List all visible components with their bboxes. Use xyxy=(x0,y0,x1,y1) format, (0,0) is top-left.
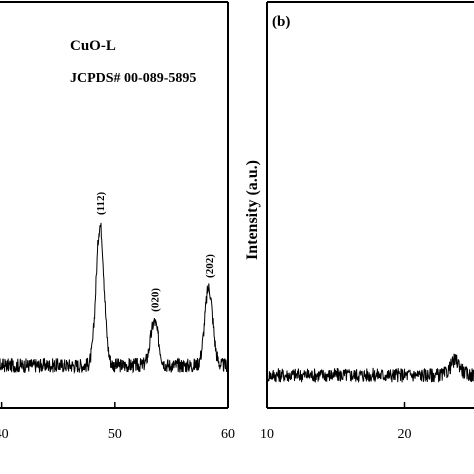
panel-b-ylabel: Intensity (a.u.) xyxy=(244,160,261,260)
panel-a-peak-label: (202) xyxy=(204,254,216,278)
panel-a-x-tick-label: 60 xyxy=(221,427,235,442)
panel-a-peak-label: (112) xyxy=(95,191,107,215)
panel-a-xrd-line xyxy=(0,222,228,374)
panel-a-x-tick-label: 40 xyxy=(0,427,9,442)
panel-a: CuO-L JCPDS# 00-089-5895 40 50 60 (112) (02… xyxy=(0,1,235,442)
panel-b: (b) Intensity (a.u.) 10 20 xyxy=(244,1,474,442)
panel-a-x-tick-label: 50 xyxy=(108,427,122,442)
panel-b-x-tick-label: 20 xyxy=(398,427,412,442)
panel-a-peak-label: (020) xyxy=(149,288,161,312)
panel-b-x-tick-label: 10 xyxy=(260,427,274,442)
panel-a-annotation-2: JCPDS# 00-089-5895 xyxy=(70,71,196,86)
panel-a-annotation-1: CuO-L xyxy=(70,38,116,54)
panel-b-xrd-line xyxy=(267,353,474,383)
panel-b-label: (b) xyxy=(272,14,290,30)
